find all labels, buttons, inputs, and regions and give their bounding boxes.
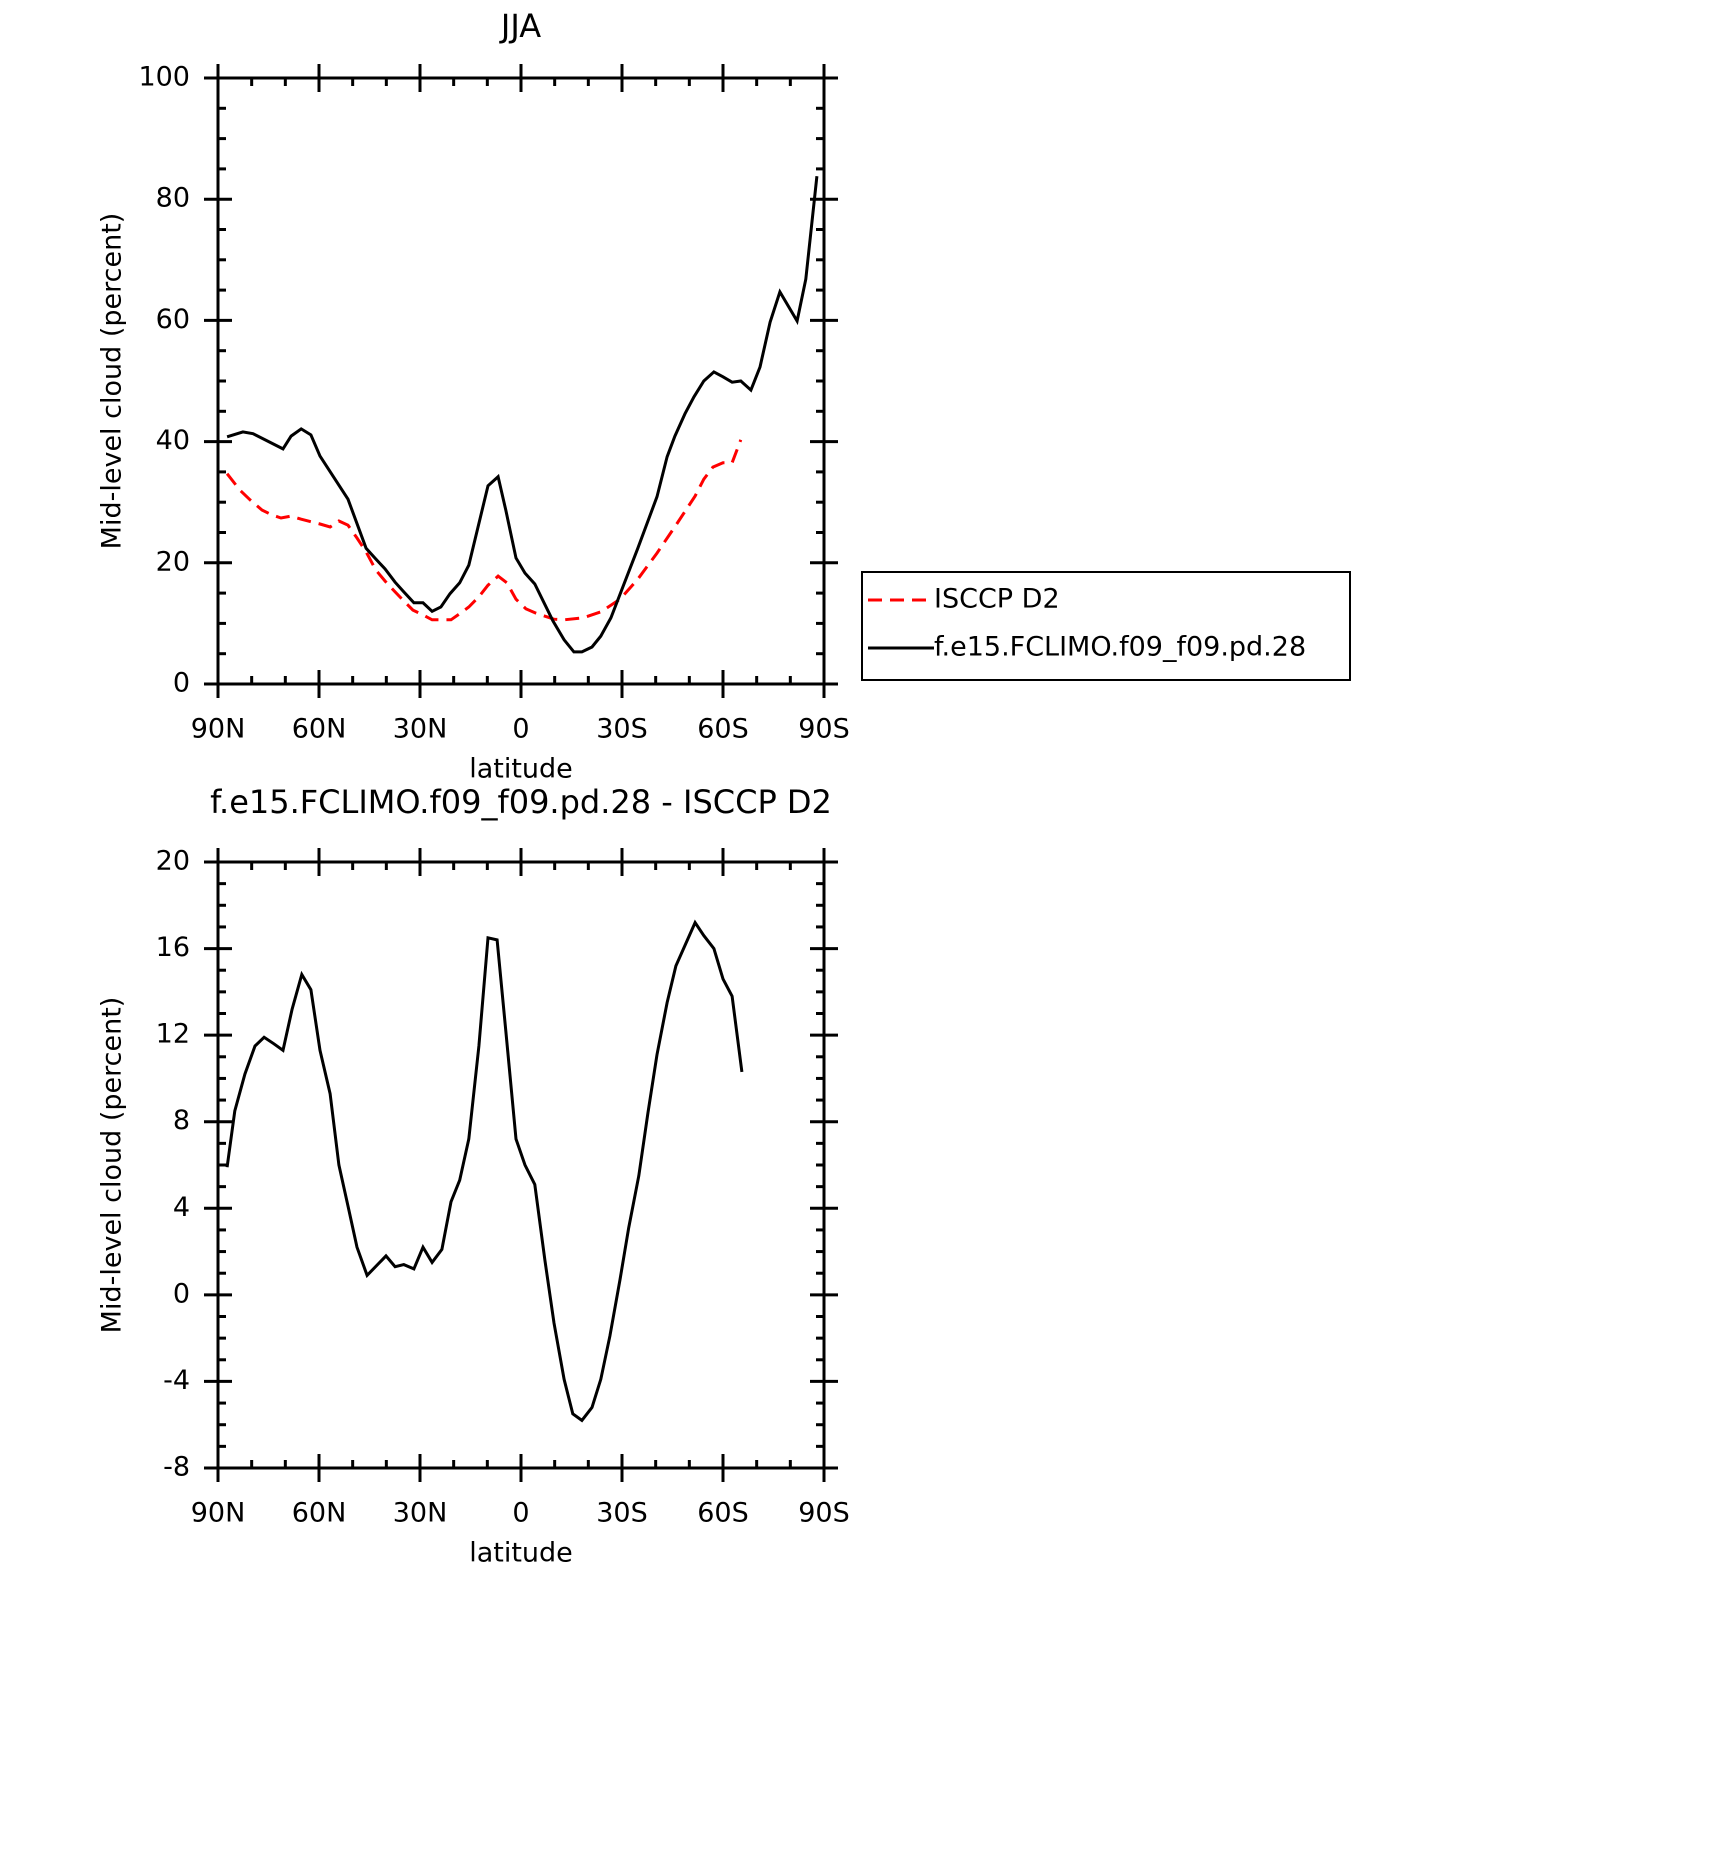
chart-title: JJA (499, 7, 541, 45)
x-tick-label: 90N (191, 1498, 246, 1529)
y-tick-label: 16 (156, 932, 190, 963)
x-tick-label: 0 (512, 1498, 529, 1529)
legend-label: ISCCP D2 (934, 584, 1060, 615)
y-tick-label: 12 (156, 1019, 190, 1050)
legend-box (861, 571, 1351, 681)
x-axis-label: latitude (469, 754, 573, 785)
data-line (225, 919, 744, 1423)
y-tick-label: 0 (173, 668, 190, 699)
x-tick-label: 90S (798, 714, 850, 745)
data-line (226, 176, 819, 654)
x-tick-label: 0 (512, 714, 529, 745)
y-tick-label: 100 (138, 62, 190, 93)
y-tick-label: 80 (156, 183, 190, 214)
x-tick-label: 60N (292, 714, 347, 745)
y-tick-label: 20 (156, 546, 190, 577)
y-tick-label: 20 (156, 846, 190, 877)
plot-frame (216, 860, 826, 1470)
x-tick-label: 30S (596, 1498, 648, 1529)
y-tick-label: -8 (163, 1452, 190, 1483)
y-tick-label: 60 (156, 304, 190, 335)
x-tick-label: 60S (697, 714, 749, 745)
y-tick-label: 8 (173, 1105, 190, 1136)
y-tick-label: 0 (173, 1278, 190, 1309)
y-axis-label: Mid-level cloud (percent) (97, 213, 128, 550)
x-tick-label: 60N (292, 1498, 347, 1529)
y-tick-label: 4 (173, 1192, 190, 1223)
y-tick-label: 40 (156, 425, 190, 456)
data-line (225, 439, 743, 622)
chart-title: f.e15.FCLIMO.f09_f09.pd.28 - ISCCP D2 (210, 783, 832, 821)
x-tick-label: 30S (596, 714, 648, 745)
x-axis-label: latitude (469, 1538, 573, 1569)
y-axis-label: Mid-level cloud (percent) (97, 997, 128, 1334)
x-tick-label: 30N (393, 714, 448, 745)
y-tick-label: -4 (163, 1365, 190, 1396)
x-tick-label: 90N (191, 714, 246, 745)
x-tick-label: 60S (697, 1498, 749, 1529)
x-tick-label: 90S (798, 1498, 850, 1529)
legend-label: f.e15.FCLIMO.f09_f09.pd.28 (934, 632, 1306, 663)
x-tick-label: 30N (393, 1498, 448, 1529)
